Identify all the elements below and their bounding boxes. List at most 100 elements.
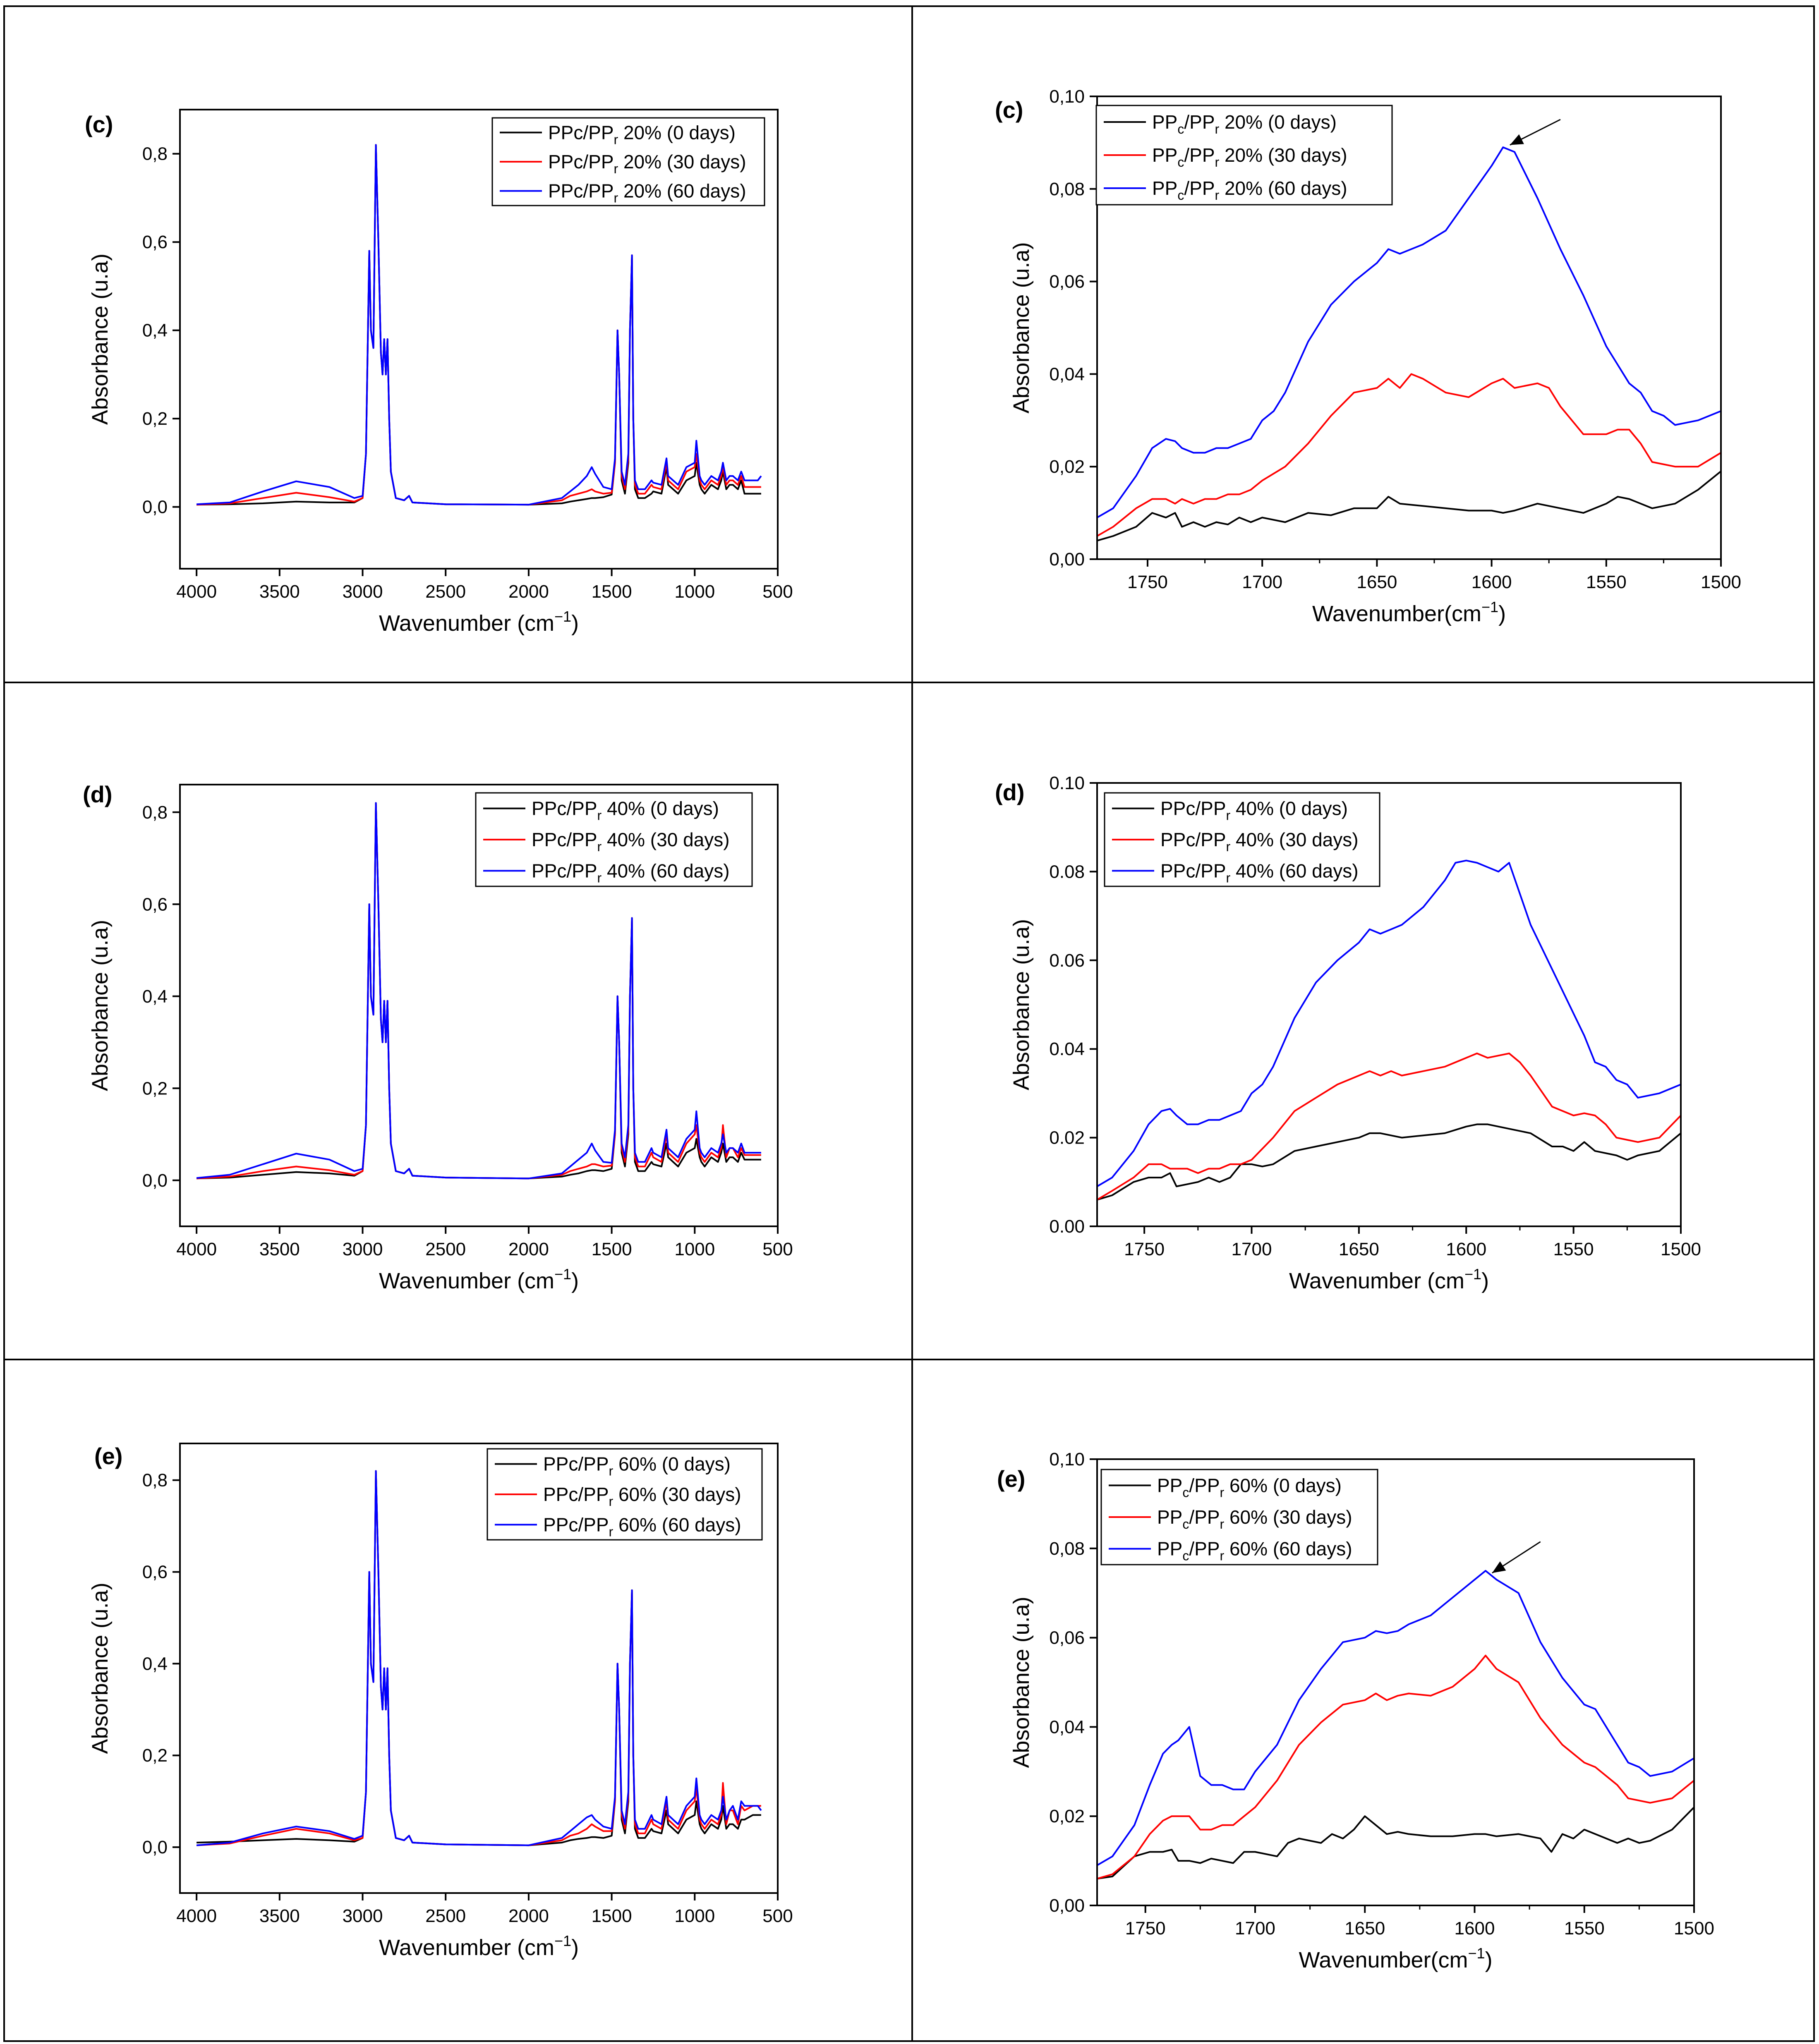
y-tick-label-d-zoom-0: 0.00 xyxy=(1049,1216,1085,1237)
x-axis-title-d-zoom: Wavenumber (cm−1) xyxy=(1289,1266,1489,1293)
x-tick-label-e-zoom-1: 1700 xyxy=(1235,1918,1275,1939)
y-tick-label-e-zoom-2: 0,04 xyxy=(1049,1717,1085,1737)
series-line-d-zoom-0 xyxy=(1097,1123,1681,1201)
y-tick-label-c-full-0: 0,0 xyxy=(142,497,168,517)
x-tick-label-d-full-1: 3500 xyxy=(259,1239,300,1259)
panel-label-c-zoom: (c) xyxy=(995,97,1023,123)
x-tick-label-c-full-2: 3000 xyxy=(343,582,383,602)
x-axis-title-c-zoom: Wavenumber(cm−1) xyxy=(1312,598,1506,626)
y-axis-title-e-full: Absorbance (u.a) xyxy=(88,1582,113,1754)
x-tick-label-c-zoom-4: 1550 xyxy=(1586,572,1627,592)
y-tick-label-d-full-2: 0,4 xyxy=(142,986,168,1007)
y-tick-label-e-full-4: 0,8 xyxy=(142,1470,168,1491)
series-line-d-full-2 xyxy=(196,802,761,1180)
x-tick-label-e-zoom-2: 1650 xyxy=(1344,1918,1385,1939)
legend-label-d-zoom-2: PPc/PPr 40% (60 days) xyxy=(1160,860,1359,885)
y-tick-label-c-zoom-4: 0,08 xyxy=(1049,179,1085,199)
y-tick-label-c-full-3: 0,6 xyxy=(142,232,168,252)
legend-label-e-zoom-2: PPc/PPr 60% (60 days) xyxy=(1157,1538,1352,1563)
y-tick-label-d-full-3: 0,6 xyxy=(142,894,168,914)
legend-label-c-zoom-0: PPc/PPr 20% (0 days) xyxy=(1152,111,1337,136)
x-tick-label-d-full-4: 2000 xyxy=(508,1239,549,1259)
x-tick-label-e-full-7: 500 xyxy=(762,1906,793,1926)
x-tick-label-c-zoom-0: 1750 xyxy=(1127,572,1168,592)
x-tick-label-c-full-7: 500 xyxy=(762,582,793,602)
x-tick-label-e-full-4: 2000 xyxy=(508,1906,549,1926)
y-tick-label-e-full-2: 0,4 xyxy=(142,1654,168,1674)
x-axis-title-d-full: Wavenumber (cm−1) xyxy=(379,1266,579,1293)
x-tick-label-d-zoom-4: 1550 xyxy=(1553,1239,1594,1259)
y-axis-title-c-zoom: Absorbance (u.a) xyxy=(1009,242,1034,413)
y-tick-label-d-zoom-3: 0.06 xyxy=(1049,950,1085,971)
x-tick-label-e-full-5: 1500 xyxy=(592,1906,632,1926)
y-tick-label-d-zoom-5: 0.10 xyxy=(1049,773,1085,793)
y-tick-label-d-zoom-1: 0.02 xyxy=(1049,1128,1085,1148)
y-tick-label-c-full-2: 0,4 xyxy=(142,321,168,341)
x-axis-title-c-full: Wavenumber (cm−1) xyxy=(379,608,579,636)
x-tick-label-d-full-5: 1500 xyxy=(592,1239,632,1259)
x-tick-label-e-zoom-5: 1500 xyxy=(1674,1918,1714,1939)
y-tick-label-d-zoom-2: 0.04 xyxy=(1049,1039,1085,1059)
series-line-e-zoom-1 xyxy=(1097,1654,1694,1880)
y-tick-label-d-zoom-4: 0.08 xyxy=(1049,862,1085,882)
plot-frame-c-zoom xyxy=(1096,96,1722,560)
legend-label-d-zoom-1: PPc/PPr 40% (30 days) xyxy=(1160,829,1359,854)
legend-label-e-full-1: PPc/PPr 60% (30 days) xyxy=(543,1484,741,1509)
series-line-c-zoom-1 xyxy=(1097,373,1721,537)
x-tick-label-d-zoom-2: 1650 xyxy=(1339,1239,1379,1259)
y-axis-title-d-zoom: Absorbance (u.a) xyxy=(1009,919,1034,1090)
arrow-head-e-zoom xyxy=(1492,1561,1506,1573)
x-tick-label-d-full-2: 3000 xyxy=(343,1239,383,1259)
x-tick-label-c-full-0: 4000 xyxy=(176,582,217,602)
y-tick-label-c-zoom-1: 0,02 xyxy=(1049,457,1085,477)
y-axis-title-e-zoom: Absorbance (u.a) xyxy=(1009,1596,1034,1768)
legend-label-e-zoom-1: PPc/PPr 60% (30 days) xyxy=(1157,1506,1352,1532)
y-tick-label-e-zoom-0: 0,00 xyxy=(1049,1896,1085,1916)
panel-label-c-full: (c) xyxy=(85,111,113,137)
x-tick-label-c-full-6: 1000 xyxy=(674,582,715,602)
series-line-d-zoom-2 xyxy=(1097,859,1681,1187)
y-tick-label-d-full-1: 0,2 xyxy=(142,1078,168,1099)
plot-frame-d-zoom xyxy=(1096,782,1682,1227)
x-tick-label-c-zoom-1: 1700 xyxy=(1242,572,1282,592)
panel-label-e-zoom: (e) xyxy=(997,1466,1025,1492)
y-tick-label-e-zoom-4: 0,08 xyxy=(1049,1539,1085,1559)
y-axis-title-c-full: Absorbance (u.a) xyxy=(88,254,113,425)
y-tick-label-e-full-1: 0,2 xyxy=(142,1745,168,1766)
y-tick-label-c-full-4: 0,8 xyxy=(142,144,168,164)
x-tick-label-e-full-6: 1000 xyxy=(674,1906,715,1926)
arrow-head-c-zoom xyxy=(1510,134,1524,145)
y-tick-label-c-zoom-3: 0,06 xyxy=(1049,272,1085,292)
y-axis-title-d-full: Absorbance (u.a) xyxy=(88,920,113,1091)
y-tick-label-d-full-0: 0,0 xyxy=(142,1170,168,1191)
x-tick-label-d-zoom-5: 1500 xyxy=(1661,1239,1701,1259)
series-line-d-zoom-1 xyxy=(1097,1052,1681,1201)
x-tick-label-c-full-1: 3500 xyxy=(259,582,300,602)
x-tick-label-d-full-7: 500 xyxy=(762,1239,793,1259)
series-line-e-zoom-0 xyxy=(1097,1807,1694,1880)
legend-label-d-full-2: PPc/PPr 40% (60 days) xyxy=(532,860,730,885)
y-tick-label-e-full-0: 0,0 xyxy=(142,1837,168,1857)
plot-frame-e-full xyxy=(179,1443,779,1894)
legend-label-c-full-0: PPc/PPr 20% (0 days) xyxy=(548,122,736,147)
legend-label-c-full-1: PPc/PPr 20% (30 days) xyxy=(548,151,746,176)
x-tick-label-e-full-2: 3000 xyxy=(343,1906,383,1926)
x-tick-label-e-full-0: 4000 xyxy=(176,1906,217,1926)
plot-frame-c-full xyxy=(179,109,779,570)
series-line-e-full-2 xyxy=(196,1470,762,1846)
x-tick-label-e-zoom-4: 1550 xyxy=(1564,1918,1605,1939)
legend-label-c-zoom-2: PPc/PPr 20% (60 days) xyxy=(1152,177,1347,203)
y-tick-label-e-zoom-5: 0,10 xyxy=(1049,1449,1085,1470)
x-tick-label-e-zoom-3: 1600 xyxy=(1455,1918,1495,1939)
x-tick-label-d-zoom-3: 1600 xyxy=(1446,1239,1486,1259)
x-tick-label-e-full-3: 2500 xyxy=(425,1906,466,1926)
panel-label-d-zoom: (d) xyxy=(995,779,1025,805)
series-line-c-full-2 xyxy=(196,144,762,506)
x-tick-label-c-full-4: 2000 xyxy=(508,582,549,602)
